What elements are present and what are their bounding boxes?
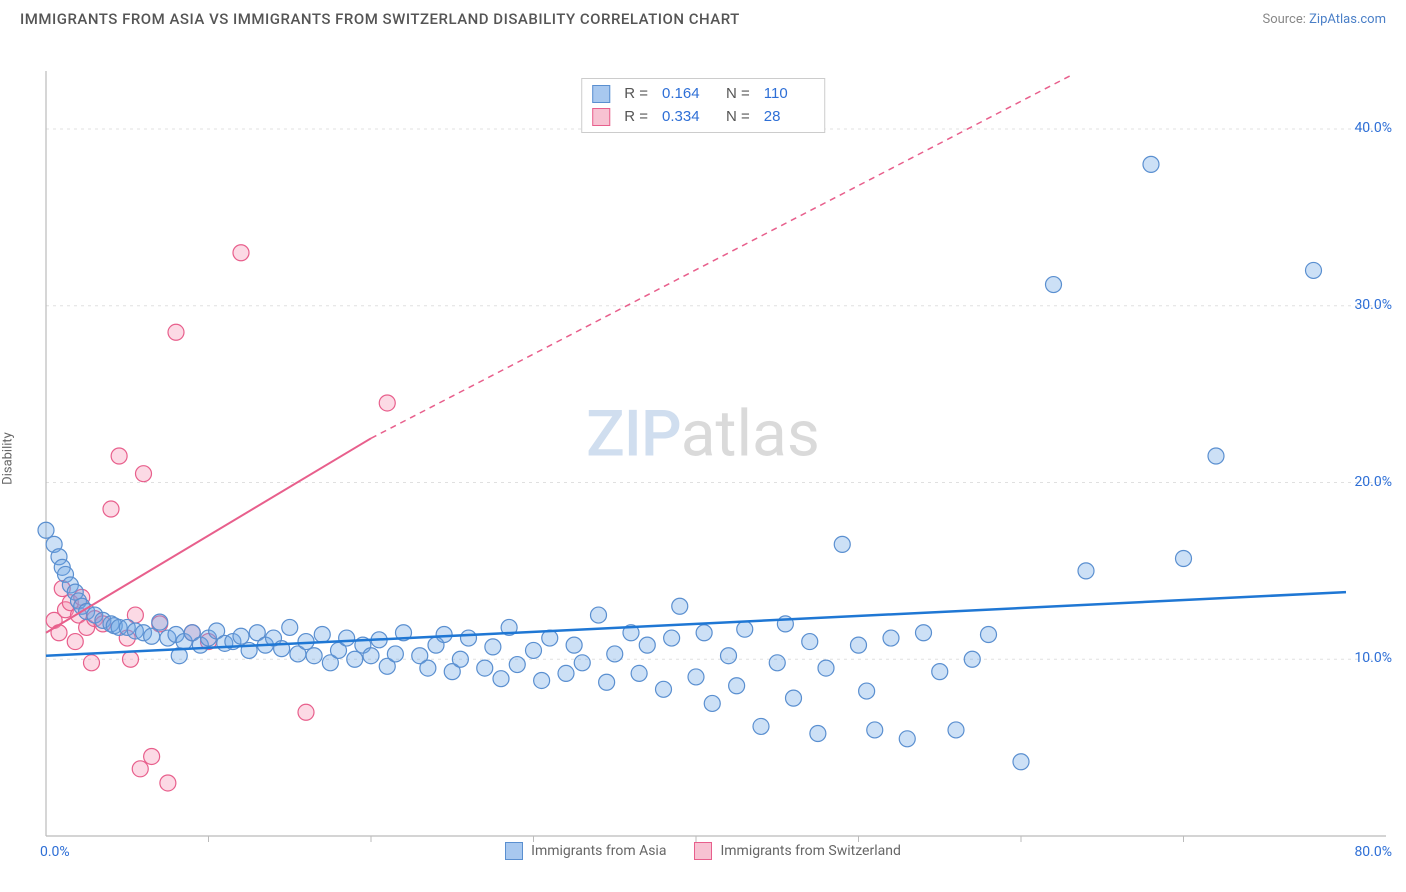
stat-n-label: N = — [726, 106, 750, 129]
y-tick-label: 30.0% — [1354, 297, 1392, 313]
stat-r-asia: 0.164 — [662, 83, 712, 106]
x-tick-label: 0.0% — [40, 844, 70, 860]
legend-swatch-asia — [505, 842, 523, 860]
stat-n-asia: 110 — [764, 83, 814, 106]
legend-label-switzerland: Immigrants from Switzerland — [720, 843, 900, 859]
x-tick-label: 80.0% — [1354, 844, 1392, 860]
legend-item-asia: Immigrants from Asia — [505, 842, 666, 860]
source-prefix: Source: — [1262, 12, 1309, 27]
stat-r-label: R = — [624, 106, 648, 129]
legend: Immigrants from Asia Immigrants from Swi… — [0, 842, 1406, 860]
stat-row-asia: R = 0.164 N = 110 — [592, 83, 814, 106]
y-tick-label: 20.0% — [1354, 474, 1392, 490]
y-tick-label: 10.0% — [1354, 650, 1392, 666]
source-link[interactable]: ZipAtlas.com — [1309, 12, 1386, 27]
stat-r-switzerland: 0.334 — [662, 106, 712, 129]
chart-title: IMMIGRANTS FROM ASIA VS IMMIGRANTS FROM … — [20, 10, 740, 28]
legend-swatch-switzerland — [694, 842, 712, 860]
source-attribution: Source: ZipAtlas.com — [1262, 12, 1386, 27]
legend-label-asia: Immigrants from Asia — [531, 843, 666, 859]
stat-n-switzerland: 28 — [764, 106, 814, 129]
scatter-chart — [0, 36, 1406, 856]
swatch-switzerland — [592, 108, 610, 126]
y-tick-label: 40.0% — [1354, 120, 1392, 136]
stat-r-label: R = — [624, 83, 648, 106]
legend-item-switzerland: Immigrants from Switzerland — [694, 842, 900, 860]
stat-n-label: N = — [726, 83, 750, 106]
stat-row-switzerland: R = 0.334 N = 28 — [592, 106, 814, 129]
correlation-stats-box: R = 0.164 N = 110 R = 0.334 N = 28 — [581, 78, 825, 133]
swatch-asia — [592, 85, 610, 103]
y-axis-label: Disability — [1, 432, 16, 485]
